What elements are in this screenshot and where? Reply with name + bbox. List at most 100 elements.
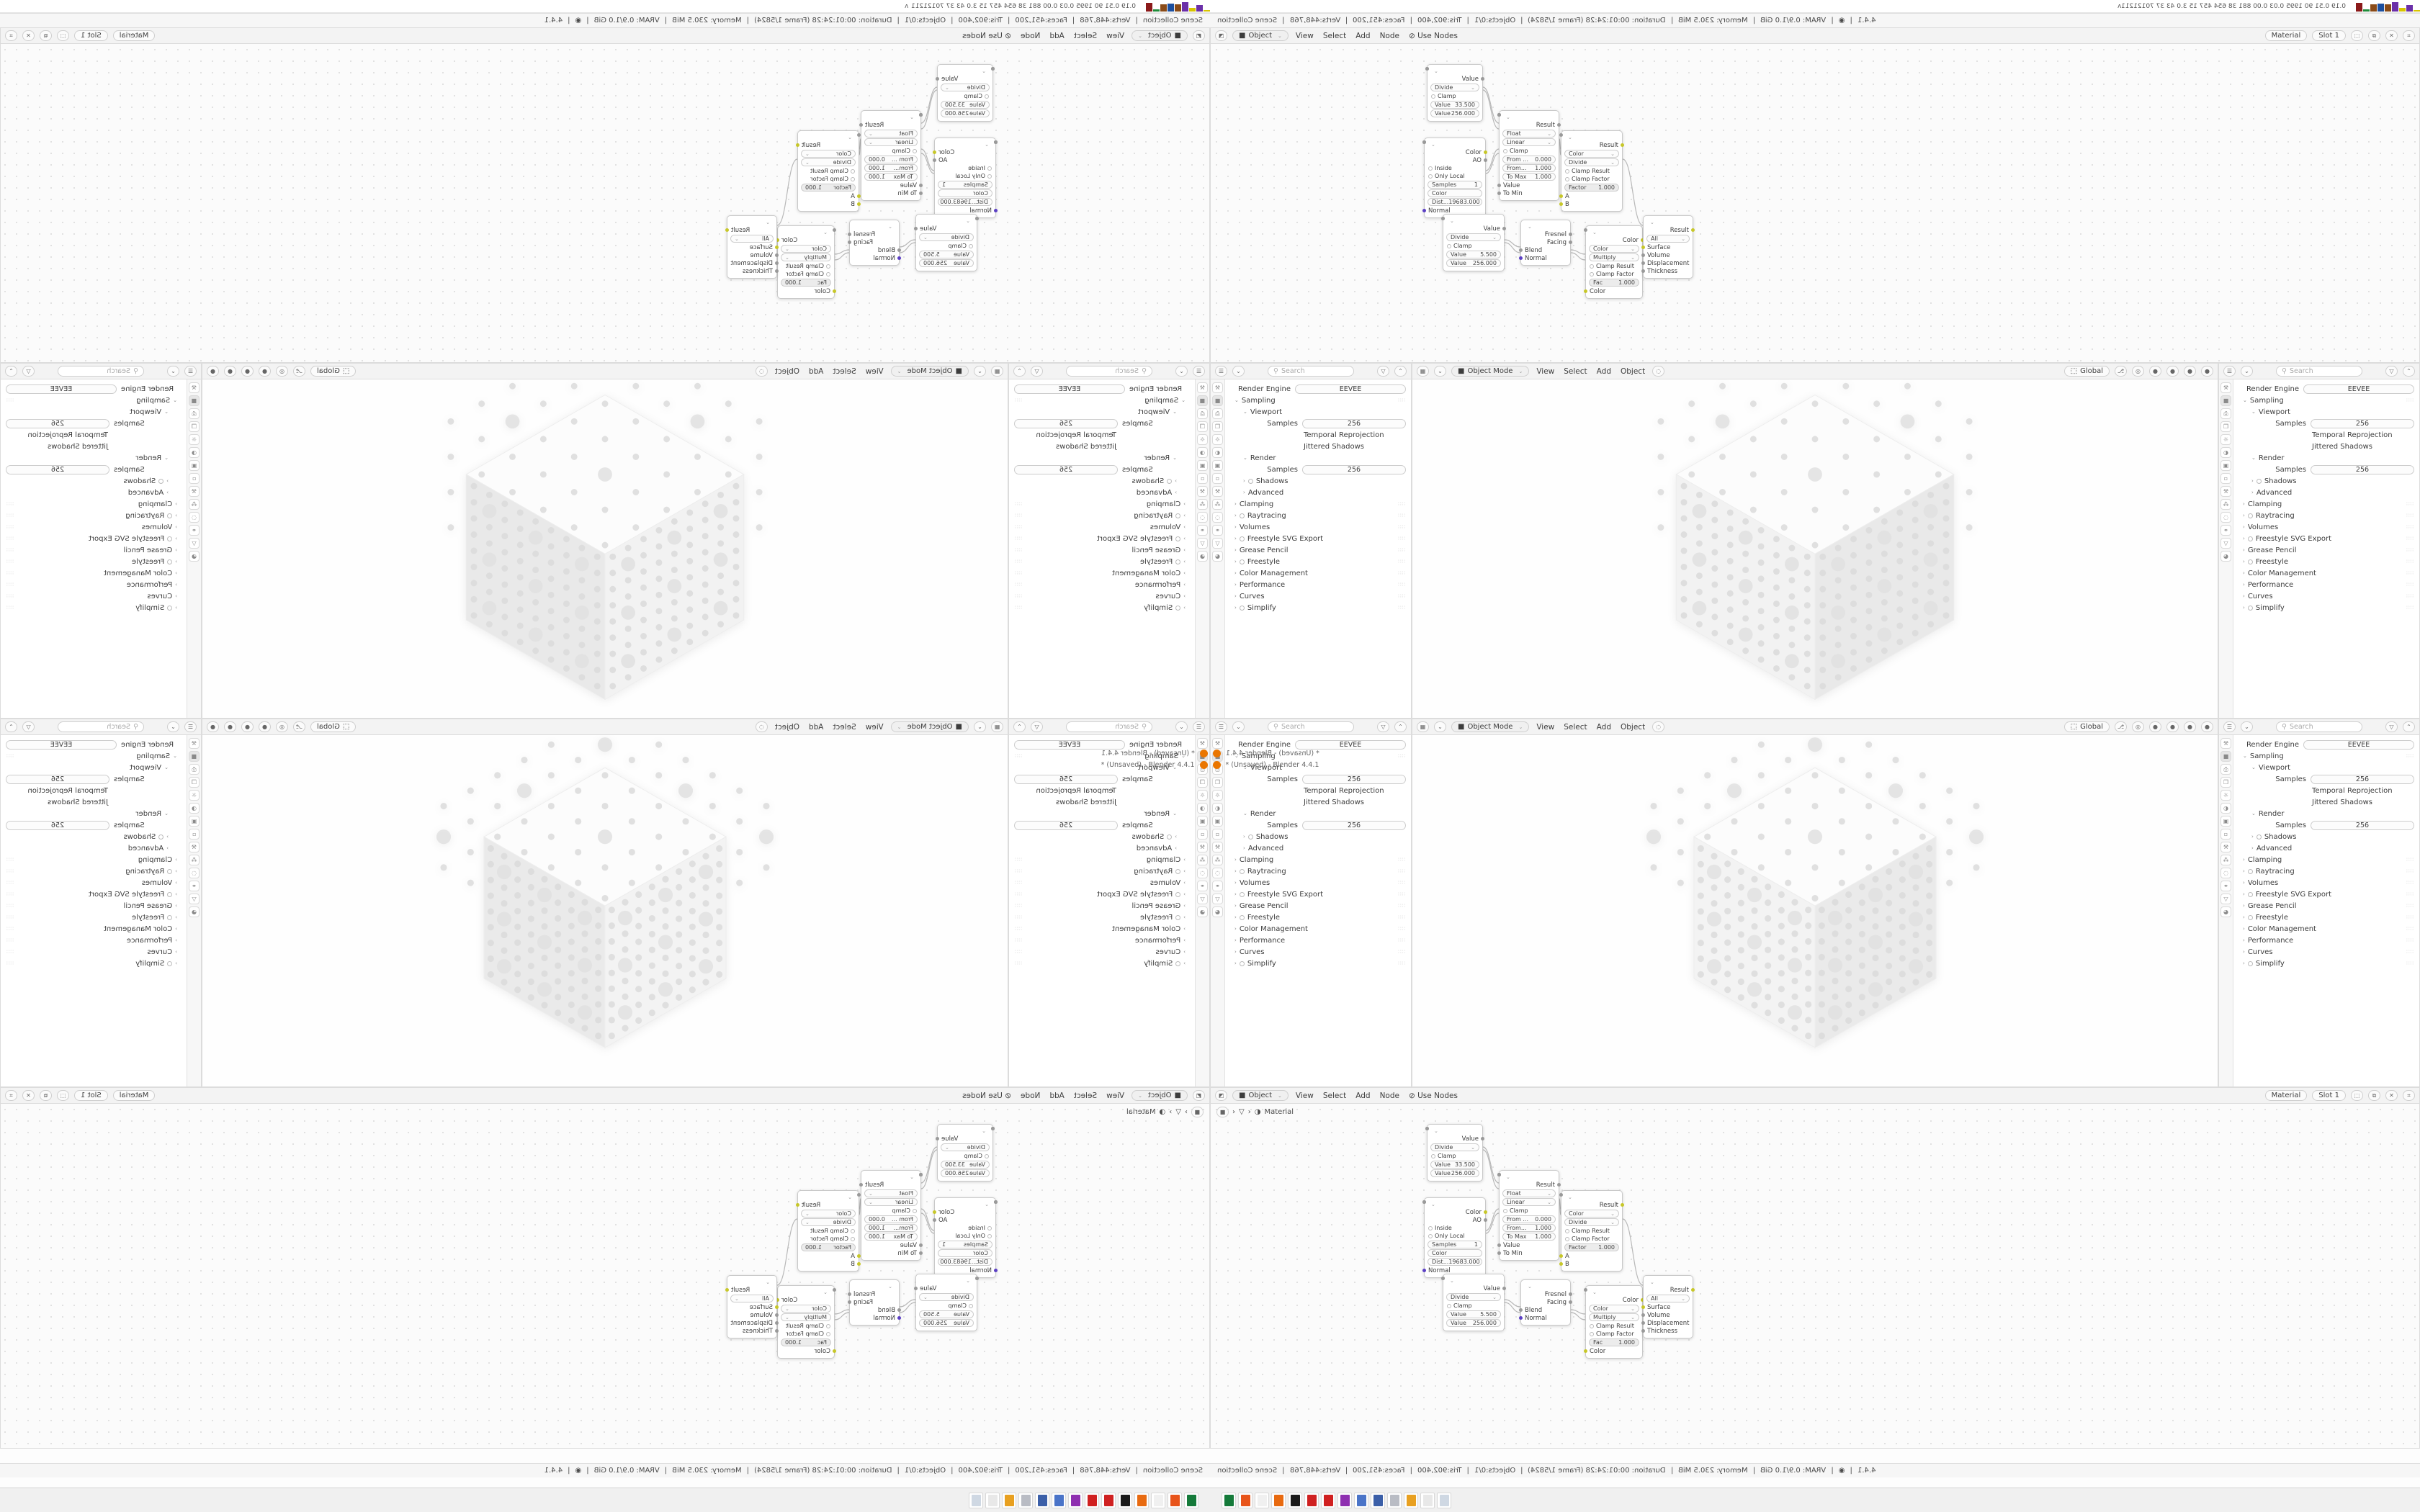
socket-yel[interactable] (1621, 1203, 1624, 1207)
node-collapse-row[interactable]: ⌄ (778, 1288, 834, 1296)
node-field-value[interactable]: Value 256.000 (941, 67, 995, 117)
properties-tab-strip[interactable]: ⚒■⎙❐☼◑▣▫⚒⁂◌⚭▽◕ (1211, 379, 1225, 718)
socket-gray[interactable] (975, 1277, 979, 1280)
node-check-clamp-result[interactable]: Clamp Result (778, 262, 834, 270)
properties-tab-strip[interactable]: ⚒■⎙❐☼◑▣▫⚒⁂◌⚭▽◕ (187, 379, 201, 718)
node-fresnel-layer-weight[interactable]: ⌄ Fresnel Facing Blend Normal (1519, 220, 1572, 266)
properties-section-performance[interactable]: › Performance ∷∷ (1014, 935, 1190, 946)
node-field-dist---[interactable]: Dist... 19683.000 (938, 1200, 998, 1266)
node-check-clamp-result[interactable]: Clamp Result (1586, 262, 1642, 270)
properties-section-raytracing[interactable]: › Raytracing ∷∷ (1230, 510, 1406, 521)
section-toggle-radio[interactable] (1239, 868, 1245, 874)
node-select-divide[interactable]: Divide ⌄ (1564, 1218, 1619, 1226)
node-output-value[interactable]: Value (914, 1284, 977, 1292)
node-math-divide-a[interactable]: ⌄ Value Divide ⌄ Clamp Value 33.500 Value 256.00… (1425, 1124, 1484, 1182)
node-field-color[interactable]: Color (938, 140, 998, 197)
node-select-divide[interactable]: Divide ⌄ (1564, 158, 1619, 166)
properties-section-clamping[interactable]: › Clamping ∷∷ (2238, 854, 2414, 865)
socket-gray[interactable] (833, 228, 836, 232)
node-collapse-row[interactable]: ⌄ (1500, 113, 1559, 121)
socket-yel[interactable] (833, 289, 836, 293)
jittered-shadows[interactable]: Jittered Shadows (1014, 441, 1190, 452)
taskbar-item-5[interactable] (1052, 1492, 1066, 1508)
properties-section-clamping[interactable]: › Clamping ∷∷ (1014, 498, 1190, 510)
properties-view-layer-tab[interactable]: ❐ (1197, 777, 1208, 788)
properties-view-layer-tab[interactable]: ❐ (1197, 421, 1208, 432)
socket-gray[interactable] (933, 1218, 936, 1222)
properties-section-simplify[interactable]: › Simplify ∷∷ (6, 602, 182, 613)
checkbox-icon[interactable] (1565, 1228, 1569, 1233)
taskbar-item-3[interactable] (1271, 1492, 1286, 1508)
unlink-material-icon[interactable]: ✕ (22, 1090, 35, 1101)
socket-gray[interactable] (848, 1292, 851, 1296)
taskbar-item-5[interactable] (1304, 1492, 1319, 1508)
properties-section-shadows[interactable]: › Shadows (1014, 831, 1190, 842)
section-toggle-radio[interactable] (167, 513, 173, 518)
properties-section-clamping[interactable]: › Clamping ∷∷ (1014, 854, 1190, 865)
node-input-b[interactable]: B (798, 200, 861, 208)
viewport-menu-view[interactable]: View (1536, 722, 1555, 732)
viewport-menu-object[interactable]: Object (1621, 722, 1646, 732)
proportional-editing-icon[interactable]: ◎ (276, 721, 288, 732)
wireframe-shading-icon[interactable]: ● (2149, 721, 2161, 732)
shader-node-editor[interactable]: ◩ ■ Object ⌄ View Select Add Node ⊘ Use Nodes Mat… (1210, 1087, 2420, 1449)
node-output-ao[interactable]: AO (1425, 1216, 1487, 1224)
socket-yel[interactable] (1584, 289, 1587, 293)
transform-orientation-selector[interactable]: ⬚ Global (2063, 721, 2110, 732)
shader-menu-add[interactable]: Add (1049, 1091, 1065, 1100)
properties-output-tab[interactable]: ⎙ (1197, 408, 1208, 419)
object-mode-selector[interactable]: ■ Object Mode ⌄ (1451, 366, 1530, 377)
node-input-volume[interactable]: Volume (727, 1311, 779, 1319)
checkbox-icon[interactable] (851, 1236, 855, 1241)
properties-section-advanced[interactable]: › Advanced (1230, 487, 1406, 498)
properties-section-performance[interactable]: › Performance ∷∷ (1230, 579, 1406, 590)
viewport-samples-field[interactable]: 256 (6, 418, 109, 428)
node-check-only-local[interactable]: Only Local (935, 1232, 995, 1240)
shader-menu-view[interactable]: View (1106, 31, 1125, 40)
properties-object-tab[interactable]: ▫ (1197, 473, 1208, 484)
render-engine-selector[interactable]: EEVEE (2303, 384, 2414, 394)
node-collapse-row[interactable]: ⌄ (1586, 228, 1642, 236)
properties-section-advanced[interactable]: › Advanced (2238, 842, 2414, 854)
section-toggle-radio[interactable] (2247, 914, 2253, 920)
node-check-clamp-factor[interactable]: Clamp Factor (798, 175, 859, 183)
taskbar-item-6[interactable] (1068, 1492, 1083, 1508)
socket-gray[interactable] (1484, 1218, 1487, 1222)
node-select-float[interactable]: Float ⌄ (1502, 130, 1556, 138)
properties-constraints-tab[interactable]: ⚭ (2220, 525, 2231, 536)
node-output-result[interactable]: Result (859, 121, 920, 129)
socket-gray[interactable] (848, 233, 851, 236)
properties-section-freestyle-svg-export[interactable]: › Freestyle SVG Export ∷∷ (1230, 888, 1406, 900)
properties-section-render[interactable]: ⌄ Render (2238, 452, 2414, 464)
properties-data-tab[interactable]: ▽ (2220, 538, 2231, 549)
properties-tool-tab[interactable]: ⚒ (2220, 382, 2231, 393)
properties-section-curves[interactable]: › Curves ∷∷ (1014, 946, 1190, 958)
section-toggle-radio[interactable] (2247, 536, 2253, 541)
solid-shading-icon[interactable]: ● (2166, 366, 2179, 377)
use-nodes-toggle[interactable]: ⊘ Use Nodes (1407, 1092, 1460, 1100)
properties-view-layer-tab[interactable]: ❐ (1212, 421, 1223, 432)
socket-yel[interactable] (725, 1288, 729, 1292)
checkbox-icon[interactable] (913, 148, 917, 153)
socket-gray[interactable] (1422, 1200, 1426, 1204)
node-select-linear[interactable]: Linear ⌄ (864, 138, 918, 146)
properties-constraints-tab[interactable]: ⚭ (1197, 881, 1208, 891)
viewport-menu-object[interactable]: Object (774, 722, 799, 732)
slot-selector[interactable]: Slot 1 (2312, 1090, 2346, 1101)
properties-section-volumes[interactable]: › Volumes ∷∷ (2238, 877, 2414, 888)
properties-section-simplify[interactable]: › Simplify ∷∷ (1014, 958, 1190, 969)
properties-section-shadows[interactable]: › Shadows (1014, 475, 1190, 487)
node-field-value[interactable]: Value 256.000 (1441, 1277, 1501, 1327)
properties-world-tab[interactable]: ◑ (2220, 447, 2231, 458)
properties-modifiers-tab[interactable]: ⚒ (2220, 486, 2231, 497)
node-select-color[interactable]: Color ⌄ (1589, 245, 1639, 253)
node-field-value[interactable]: Value 256.000 (1425, 67, 1479, 117)
node-collapse-row[interactable]: ⌄ (1428, 67, 1482, 75)
properties-world-tab[interactable]: ◑ (189, 803, 200, 814)
node-output-fresnel[interactable]: Fresnel (848, 230, 899, 238)
node-check-only-local[interactable]: Only Local (1425, 1232, 1485, 1240)
properties-section-curves[interactable]: › Curves ∷∷ (2238, 590, 2414, 602)
node-map-range-a[interactable]: ⌄ Result Float ⌄ Linear ⌄ Clamp From ... 0.000 Fr… (859, 1170, 923, 1261)
section-toggle-radio[interactable] (1167, 834, 1173, 840)
chevron-up-icon[interactable]: ⌃ (1394, 366, 1407, 377)
